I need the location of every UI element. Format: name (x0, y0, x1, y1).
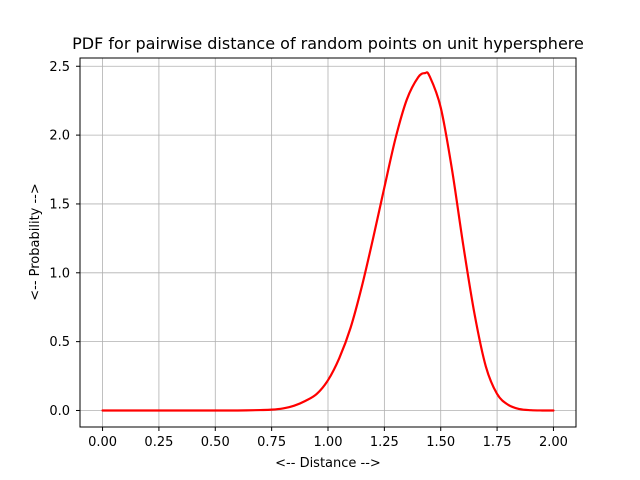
y-axis-label: <-- Probability --> (28, 183, 43, 301)
series-layer (101, 71, 555, 412)
y-tick-label: 1.5 (49, 197, 70, 212)
x-axis-label: <-- Distance --> (275, 456, 381, 471)
pdf-series-line (101, 71, 555, 412)
grid-lines (80, 58, 576, 427)
x-tick-label: 1.25 (370, 435, 399, 450)
x-tick-label: 0.25 (144, 435, 173, 450)
x-tick-label: 0.75 (257, 435, 286, 450)
y-tick-label: 1.0 (49, 266, 70, 281)
x-tick-label: 1.00 (314, 435, 343, 450)
x-axis-ticks: 0.00 0.25 0.50 0.75 1.00 1.25 1.50 1.75 2.00 (88, 427, 568, 450)
x-tick-label: 0.00 (88, 435, 117, 450)
y-tick-label: 2.0 (49, 129, 70, 144)
y-tick-label: 2.5 (49, 60, 70, 75)
y-axis-ticks: 0.0 0.5 1.0 1.5 2.0 2.5 (49, 60, 80, 419)
x-tick-label: 0.50 (201, 435, 230, 450)
y-tick-label: 0.5 (49, 335, 70, 350)
x-tick-label: 1.50 (426, 435, 455, 450)
x-tick-label: 1.75 (483, 435, 512, 450)
x-tick-label: 2.00 (539, 435, 568, 450)
y-tick-label: 0.0 (49, 404, 70, 419)
chart-title: PDF for pairwise distance of random poin… (72, 34, 584, 53)
